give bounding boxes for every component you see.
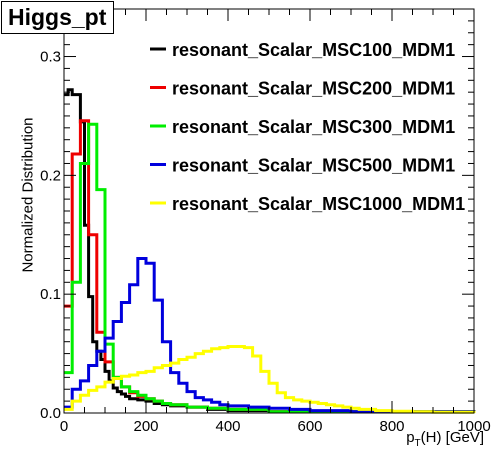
y-tick-label-2: 0.2 [40,167,61,184]
y-tick-label-3: 0.3 [40,49,61,66]
x-tick-label-2: 400 [215,418,240,435]
legend-label-2: resonant_Scalar_MSC300_MDM1 [172,117,455,137]
chart-title: Higgs_pt [1,1,114,34]
y-axis-label: Normalized Distribution [19,117,37,273]
x-tick-label-5: 1000 [457,418,490,435]
y-tick-label-1: 0.1 [40,286,61,303]
x-axis-label-main: p [406,429,415,446]
series-layer [64,88,476,414]
x-tick-label-1: 200 [133,418,158,435]
legend: resonant_Scalar_MSC100_MDM1 resonant_Scal… [150,40,465,214]
axes-layer: 0 200 400 600 800 1000 0.0 0.1 0.2 0.3 [40,8,491,435]
x-axis-label-sub: T [414,438,421,449]
legend-label-0: resonant_Scalar_MSC100_MDM1 [172,40,455,60]
x-tick-label-0: 0 [60,418,68,435]
x-axis-label: pT(H) [GeV] [406,429,484,449]
x-tick-label-3: 600 [297,418,322,435]
series-line-4 [64,345,476,414]
y-tick-label-0: 0.0 [40,405,61,422]
series-line-3 [64,257,476,414]
x-tick-label-4: 800 [379,418,404,435]
legend-label-1: resonant_Scalar_MSC200_MDM1 [172,79,455,99]
series-line-0 [64,88,476,414]
x-axis-label-rest: (H) [GeV] [420,429,484,446]
legend-label-4: resonant_Scalar_MSC1000_MDM1 [172,194,465,214]
legend-label-3: resonant_Scalar_MSC500_MDM1 [172,156,455,176]
